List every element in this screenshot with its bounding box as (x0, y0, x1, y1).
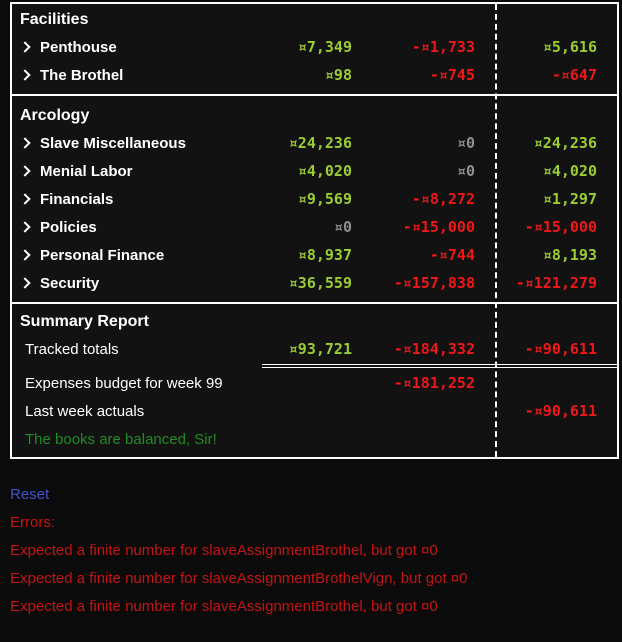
summary-row-label: Expenses budget for week 99 (25, 374, 223, 392)
profit-value: -¤15,000 (524, 218, 597, 236)
income-value: ¤7,349 (297, 38, 352, 56)
section-title-facilities: Facilities (20, 11, 89, 28)
summary-row-label: Last week actuals (25, 402, 145, 420)
summary-row-label: Tracked totals (25, 340, 119, 358)
expense-value: -¤744 (429, 246, 475, 264)
income-value: ¤4,020 (297, 162, 352, 180)
profit-value: ¤8,193 (542, 246, 597, 264)
table-row: Policies ¤0 -¤15,000 -¤15,000 (12, 213, 617, 241)
row-toggle-slave-miscellaneous[interactable]: Slave Miscellaneous (12, 135, 232, 152)
section-title-summary-report: Summary Report (20, 313, 149, 330)
section-facilities: Facilities Penthouse ¤7,349 -¤1,733 ¤5,6… (12, 4, 617, 94)
row-label: Policies (40, 218, 97, 236)
expense-value: -¤8,272 (411, 190, 475, 208)
profit-value: ¤5,616 (542, 38, 597, 56)
profit-value: ¤1,297 (542, 190, 597, 208)
row-label: The Brothel (40, 66, 124, 84)
expense-value: -¤745 (429, 66, 475, 84)
errors-heading: Errors: (10, 514, 55, 531)
profit-value: -¤90,611 (524, 402, 597, 420)
table-row: Penthouse ¤7,349 -¤1,733 ¤5,616 (12, 33, 617, 61)
row-toggle-penthouse[interactable]: Penthouse (12, 39, 232, 56)
books-balanced-message: The books are balanced, Sir! (25, 430, 217, 448)
income-value: ¤8,937 (297, 246, 352, 264)
profit-value: -¤647 (551, 66, 597, 84)
income-value: ¤24,236 (288, 134, 352, 152)
row-label: Security (40, 274, 100, 292)
row-label: Penthouse (40, 38, 117, 56)
error-message: Expected a finite number for slaveAssign… (10, 598, 438, 615)
expense-value: ¤0 (456, 162, 475, 180)
expense-value: ¤0 (456, 134, 475, 152)
table-row: Slave Miscellaneous ¤24,236 ¤0 ¤24,236 (12, 129, 617, 157)
expense-value: -¤184,332 (393, 340, 475, 358)
table-row: Menial Labor ¤4,020 ¤0 ¤4,020 (12, 157, 617, 185)
table-row-tracked-totals: Tracked totals ¤93,721 -¤184,332 -¤90,61… (12, 335, 617, 363)
row-toggle-policies[interactable]: Policies (12, 219, 232, 236)
chevron-right-icon (20, 221, 31, 233)
chevron-right-icon (20, 137, 31, 149)
row-toggle-the-brothel[interactable]: The Brothel (12, 67, 232, 84)
income-value: ¤98 (324, 66, 352, 84)
table-row: Financials ¤9,569 -¤8,272 ¤1,297 (12, 185, 617, 213)
profit-value: ¤4,020 (542, 162, 597, 180)
row-label: Menial Labor (40, 162, 133, 180)
chevron-right-icon (20, 193, 31, 205)
profit-value: -¤90,611 (524, 340, 597, 358)
profit-value: ¤24,236 (533, 134, 597, 152)
row-toggle-menial-labor[interactable]: Menial Labor (12, 163, 232, 180)
row-label: Personal Finance (40, 246, 165, 264)
table-row: The Brothel ¤98 -¤745 -¤647 (12, 61, 617, 89)
budget-table: Facilities Penthouse ¤7,349 -¤1,733 ¤5,6… (10, 2, 619, 459)
row-toggle-security[interactable]: Security (12, 275, 232, 292)
table-row: Personal Finance ¤8,937 -¤744 ¤8,193 (12, 241, 617, 269)
section-arcology: Arcology Slave Miscellaneous ¤24,236 ¤0 … (12, 94, 617, 302)
row-toggle-personal-finance[interactable]: Personal Finance (12, 247, 232, 264)
expense-value: -¤157,838 (393, 274, 475, 292)
section-summary-report: Summary Report Tracked totals ¤93,721 -¤… (12, 302, 617, 457)
table-row-last-week-actuals: Last week actuals -¤90,611 (12, 397, 617, 425)
section-title-arcology: Arcology (20, 107, 90, 124)
income-value: ¤9,569 (297, 190, 352, 208)
expense-value: -¤1,733 (411, 38, 475, 56)
chevron-right-icon (20, 165, 31, 177)
chevron-right-icon (20, 249, 31, 261)
expense-value: -¤181,252 (393, 374, 475, 392)
row-label: Slave Miscellaneous (40, 134, 186, 152)
error-message: Expected a finite number for slaveAssign… (10, 570, 468, 587)
row-label: Financials (40, 190, 114, 208)
chevron-right-icon (20, 277, 31, 289)
totals-double-rule (262, 364, 617, 368)
footer: Reset Errors: Expected a finite number f… (10, 461, 619, 615)
expense-value: -¤15,000 (402, 218, 475, 236)
table-row: Security ¤36,559 -¤157,838 -¤121,279 (12, 269, 617, 297)
reset-link[interactable]: Reset (10, 486, 50, 503)
income-value: ¤36,559 (288, 274, 352, 292)
profit-value: -¤121,279 (515, 274, 597, 292)
income-value: ¤93,721 (288, 340, 352, 358)
chevron-right-icon (20, 41, 31, 53)
table-row-expenses-budget: Expenses budget for week 99 -¤181,252 (12, 369, 617, 397)
chevron-right-icon (20, 69, 31, 81)
error-message: Expected a finite number for slaveAssign… (10, 542, 438, 559)
row-toggle-financials[interactable]: Financials (12, 191, 232, 208)
income-value: ¤0 (333, 218, 352, 236)
